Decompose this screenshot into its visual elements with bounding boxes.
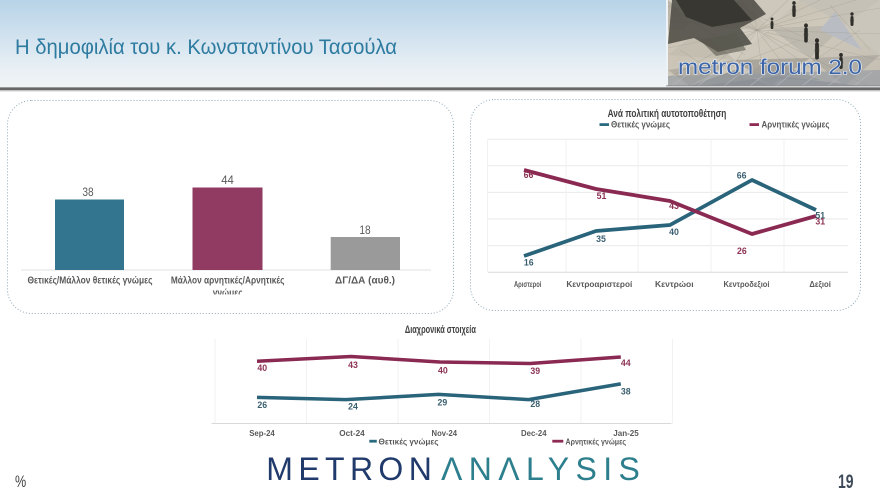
svg-text:Δεξιοί: Δεξιοί [809,279,831,289]
svg-text:Κεντρώοι: Κεντρώοι [655,279,694,289]
svg-text:40: 40 [257,363,267,373]
svg-text:40: 40 [438,365,448,375]
svg-text:38: 38 [621,387,631,397]
svg-text:Αρνητικές γνώμες: Αρνητικές γνώμες [566,438,627,447]
svg-text:18: 18 [359,225,370,237]
svg-text:Κεντροαριστεροί: Κεντροαριστεροί [566,279,633,289]
svg-text:Oct-24: Oct-24 [339,428,365,438]
svg-text:Θετικές γνώμες: Θετικές γνώμες [379,438,439,447]
svg-text:43: 43 [348,360,358,370]
svg-text:Θετικές γνώμες: Θετικές γνώμες [611,120,670,130]
svg-text:43: 43 [669,201,679,211]
svg-text:51: 51 [815,211,825,221]
svg-text:44: 44 [221,175,234,187]
svg-text:44: 44 [621,358,631,368]
svg-text:ΔΓ/ΔΑ (αυθ.): ΔΓ/ΔΑ (αυθ.) [335,276,395,287]
svg-text:γνώμες: γνώμες [213,288,243,299]
svg-text:26: 26 [257,400,267,410]
svg-text:METRON: METRON [266,451,436,487]
svg-text:%: % [15,472,26,491]
svg-text:Αρνητικές γνώμες: Αρνητικές γνώμες [762,120,830,130]
svg-text:24: 24 [348,402,358,412]
svg-text:16: 16 [524,258,534,268]
svg-text:Θετικές/Μάλλον θετικές γνώμες: Θετικές/Μάλλον θετικές γνώμες [28,276,153,287]
svg-text:Nov-24: Nov-24 [432,428,458,438]
svg-text:40: 40 [669,227,679,237]
svg-text:metron forum 2.0: metron forum 2.0 [678,55,862,79]
svg-text:Sep-24: Sep-24 [249,428,275,438]
svg-text:35: 35 [596,234,606,244]
svg-text:66: 66 [524,170,534,180]
svg-text:Αριστεροί: Αριστεροί [514,279,542,289]
svg-text:38: 38 [82,187,93,199]
svg-text:Dec-24: Dec-24 [521,428,547,438]
svg-text:31: 31 [815,216,825,226]
svg-text:Ανά πολιτική αυτοτοποθέτηση: Ανά πολιτική αυτοτοποθέτηση [608,108,727,120]
svg-text:Jan-25: Jan-25 [613,428,639,438]
svg-text:Η δημοφιλία του κ. Κωνσταντίνο: Η δημοφιλία του κ. Κωνσταντίνου Τασούλα [15,36,397,59]
svg-text:28: 28 [530,399,540,409]
svg-text:39: 39 [530,366,540,376]
svg-text:Μάλλον αρνητικές/Αρνητικές: Μάλλον αρνητικές/Αρνητικές [171,276,285,287]
svg-text:19: 19 [838,472,854,493]
svg-text:Διαχρονικά στοιχεία: Διαχρονικά στοιχεία [405,324,476,336]
svg-text:ΛNΛLYSIS: ΛNΛLYSIS [441,451,644,487]
svg-text:66: 66 [737,170,747,180]
svg-text:29: 29 [438,398,448,408]
svg-text:51: 51 [597,191,607,201]
svg-text:26: 26 [737,246,747,256]
svg-text:Κεντροδεξιοί: Κεντροδεξιοί [724,279,771,289]
